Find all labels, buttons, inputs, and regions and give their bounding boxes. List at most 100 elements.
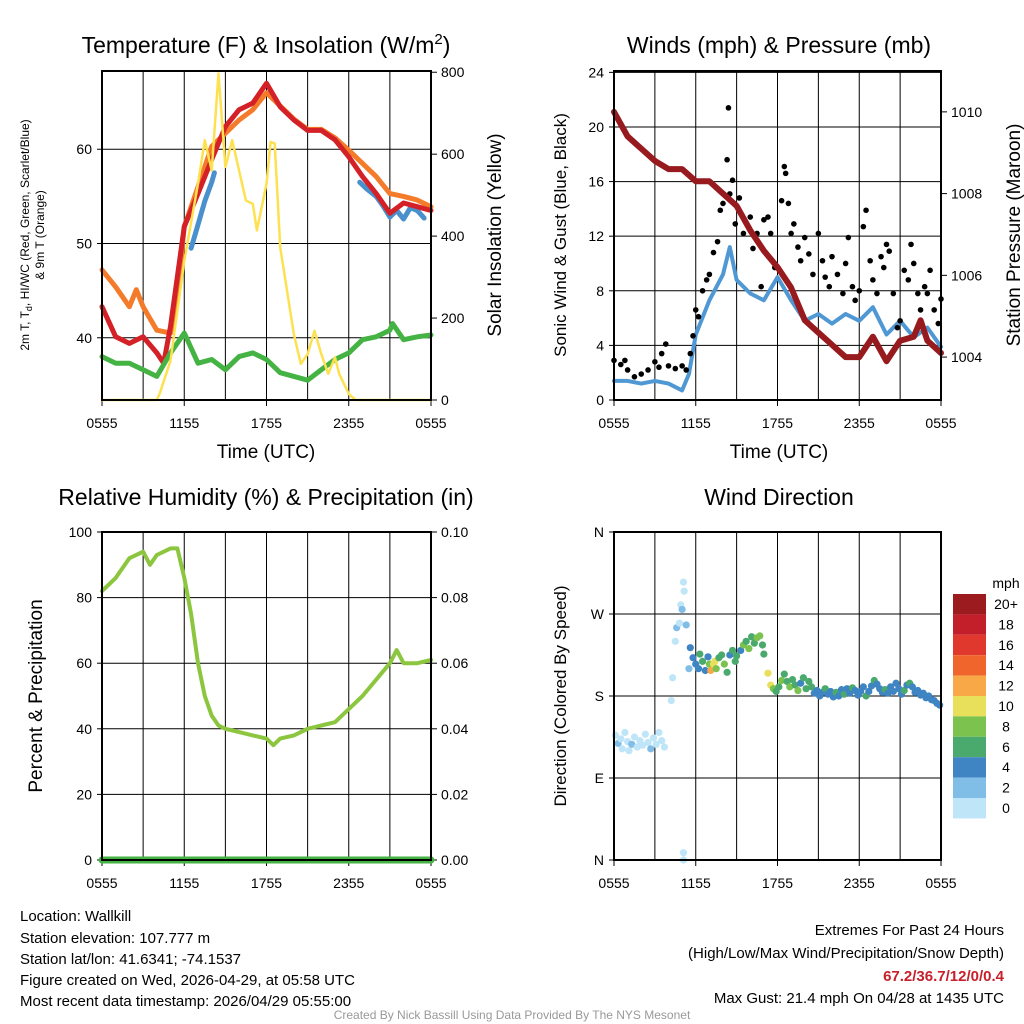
gust-point <box>852 297 858 304</box>
gust-point <box>856 287 863 294</box>
gust-point <box>915 290 921 297</box>
x-tick-label: 1755 <box>762 415 793 431</box>
legend-swatch <box>953 634 986 656</box>
gust-point <box>826 283 833 290</box>
x-tick-label: 2355 <box>333 415 364 431</box>
direction-point <box>794 686 802 695</box>
y-tick-label: W <box>591 606 605 622</box>
gust-point <box>750 245 756 252</box>
gust-point <box>729 177 736 184</box>
gust-point <box>765 214 771 220</box>
direction-point <box>678 605 686 614</box>
rh-y-axis-label: Percent & Precipitation <box>26 599 47 792</box>
gust-point <box>905 277 912 283</box>
direction-point <box>835 692 843 700</box>
legend-label: 12 <box>998 678 1014 694</box>
direction-point <box>680 587 688 595</box>
direction-point <box>641 730 649 738</box>
gust-point <box>935 320 942 327</box>
legend-swatch <box>953 736 986 758</box>
plot-frame <box>613 531 942 861</box>
x-tick-label: 1755 <box>251 415 282 431</box>
location-text: Location: Wallkill <box>20 908 131 925</box>
series-line-td <box>99 321 434 383</box>
gust-point <box>725 105 732 111</box>
gust-point <box>690 333 696 339</box>
gust-point <box>819 257 826 264</box>
direction-point <box>720 660 728 668</box>
gust-point <box>736 195 743 201</box>
y-tick-label: 4 <box>596 337 604 353</box>
y-tick-label: N <box>594 852 604 868</box>
direction-point <box>668 674 677 682</box>
gust-point <box>921 283 928 290</box>
y-right-tick-label: 200 <box>441 310 465 326</box>
legend-swatch <box>953 696 986 717</box>
direction-point <box>908 683 916 691</box>
gust-point <box>665 363 672 369</box>
y-tick-label: 20 <box>588 119 604 135</box>
direction-point <box>718 651 726 659</box>
direction-point <box>846 689 854 697</box>
plot-frame <box>101 531 432 861</box>
direction-point <box>827 687 835 696</box>
gust-point <box>883 241 890 248</box>
gust-point <box>886 248 893 254</box>
y-tick-label: 60 <box>76 141 92 157</box>
direction-point <box>737 646 745 655</box>
y-right-tick-label: 1008 <box>951 186 982 202</box>
gust-point <box>822 274 828 280</box>
series-line-rh <box>100 546 433 748</box>
gust-point <box>758 283 764 290</box>
y-right-tick-label: 400 <box>441 228 465 244</box>
plot-frame <box>101 70 432 401</box>
gust-point <box>791 221 797 227</box>
y-tick-label: 60 <box>76 655 92 671</box>
legend-swatch <box>953 675 986 696</box>
series-line-9m-t <box>99 90 434 336</box>
gust-point <box>845 234 852 241</box>
legend-title: mph <box>992 575 1019 591</box>
temp-y-axis-label-line2: & 9m T (Orange) <box>33 190 47 280</box>
legend-swatch <box>953 594 986 615</box>
y-tick-label: 50 <box>76 236 92 252</box>
x-tick-label: 1155 <box>681 875 711 891</box>
gust-point <box>840 290 846 297</box>
direction-point <box>694 665 703 673</box>
direction-point <box>647 745 655 753</box>
direction-point <box>652 740 660 748</box>
wind-panel-title: Winds (mph) & Pressure (mb) <box>627 32 931 58</box>
y-tick-label: 80 <box>76 590 92 606</box>
direction-point <box>889 687 897 696</box>
direction-point <box>704 653 712 661</box>
credit-text: Created By Nick Bassill Using Data Provi… <box>334 1008 691 1022</box>
direction-point <box>686 644 694 652</box>
y-right-tick-label: 1006 <box>951 267 982 283</box>
gust-point <box>788 230 794 237</box>
legend-swatch <box>953 757 986 778</box>
gust-point <box>908 241 914 248</box>
legend-label: 18 <box>998 616 1014 632</box>
direction-point <box>900 686 908 695</box>
gust-point <box>795 244 801 250</box>
gust-point <box>720 200 726 207</box>
gust-point <box>740 230 747 237</box>
gust-point <box>645 367 651 373</box>
direction-point <box>728 646 737 655</box>
direction-point <box>696 650 704 658</box>
direction-point <box>821 685 829 693</box>
gust-point <box>618 361 624 368</box>
gust-point <box>894 324 901 331</box>
x-tick-label: 0555 <box>86 415 117 431</box>
x-tick-label: 1755 <box>762 875 793 891</box>
y-tick-label: 0 <box>84 852 92 868</box>
legend-label: 8 <box>1002 718 1010 734</box>
series-line-2m-t <box>99 80 434 366</box>
gust-point <box>810 271 816 278</box>
direction-point <box>658 737 666 745</box>
direction-point <box>813 686 821 695</box>
gust-point <box>679 363 685 369</box>
y-tick-label: 40 <box>76 721 92 737</box>
gust-point <box>683 367 690 373</box>
